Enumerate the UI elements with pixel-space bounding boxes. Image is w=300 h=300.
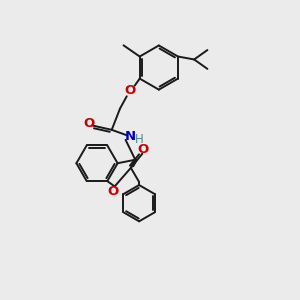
Text: H: H xyxy=(135,133,144,146)
Text: N: N xyxy=(124,130,136,143)
Text: O: O xyxy=(125,85,136,98)
Text: O: O xyxy=(108,184,119,198)
Text: O: O xyxy=(83,117,95,130)
Text: O: O xyxy=(138,143,149,156)
